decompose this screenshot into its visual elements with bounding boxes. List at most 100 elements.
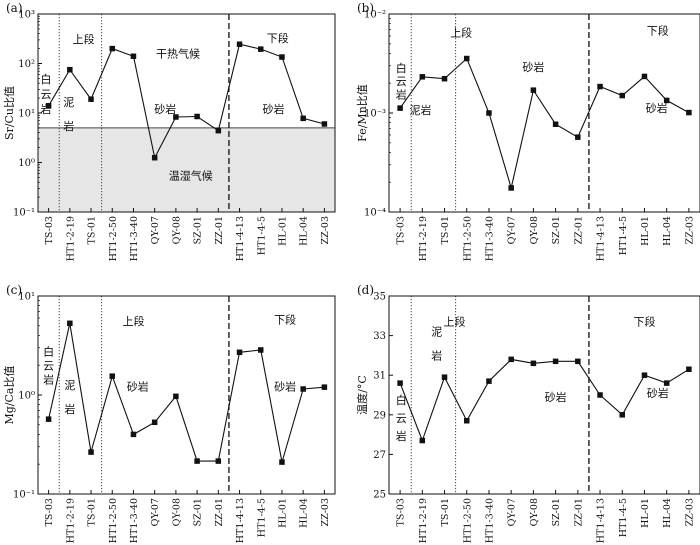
vertical-annotation: 白云岩 bbox=[396, 393, 407, 443]
x-tick-label: ZZ-01 bbox=[214, 498, 225, 527]
x-tick-label: QY-08 bbox=[529, 216, 540, 244]
annotation-label: 砂岩 bbox=[545, 390, 567, 404]
vertical-annotation: 白云岩 bbox=[41, 72, 52, 116]
annotation-label: 温湿气候 bbox=[169, 168, 213, 182]
y-axis-label: Fe/Mn比值 bbox=[356, 84, 369, 142]
x-tick-label: HT1-4-13 bbox=[235, 498, 246, 543]
x-tick-label: HT1-2-50 bbox=[108, 498, 119, 543]
x-tick-label: QY-07 bbox=[150, 216, 161, 244]
data-point bbox=[663, 97, 670, 104]
series-line bbox=[399, 358, 690, 443]
data-point bbox=[686, 366, 692, 373]
y-tick-label: 10³ bbox=[18, 10, 35, 21]
data-point bbox=[130, 53, 137, 60]
x-tick-label: HT1-4-5 bbox=[618, 498, 629, 537]
annotation-label: 砂岩 bbox=[262, 102, 284, 116]
x-tick-label: TS-03 bbox=[396, 498, 407, 527]
data-point bbox=[88, 449, 94, 455]
data-point bbox=[88, 96, 94, 102]
annotation-label: 砂岩 bbox=[522, 60, 544, 74]
chart-panel-2: 10⁻⁴ 10⁻³ 10⁻² Fe/Mn比值 (b) TS-03 HT1-2-19 TS-01… bbox=[356, 1, 700, 261]
y-tick-label: 10¹ bbox=[18, 109, 35, 120]
data-point bbox=[236, 41, 243, 47]
annotation-label: 下段 bbox=[647, 24, 669, 38]
x-tick-label: ZZ-01 bbox=[573, 498, 584, 527]
x-tick-label: TS-01 bbox=[87, 216, 98, 245]
y-tick-label: 10¹ bbox=[18, 292, 35, 303]
x-tick-label: SZ-01 bbox=[193, 498, 204, 526]
data-point bbox=[641, 372, 648, 378]
x-tick-label: SZ-01 bbox=[551, 498, 562, 526]
x-tick-label: HL-04 bbox=[662, 498, 673, 528]
y-axis-label: Sr/Cu比值 bbox=[3, 86, 16, 140]
data-point bbox=[173, 114, 179, 120]
data-point bbox=[619, 412, 625, 418]
data-point bbox=[321, 384, 328, 390]
data-point bbox=[300, 115, 306, 122]
data-point bbox=[173, 393, 179, 400]
annotation-label: 上段 bbox=[122, 314, 144, 328]
data-point bbox=[663, 380, 670, 386]
data-point bbox=[552, 121, 559, 127]
x-tick-label: HT1-3-40 bbox=[484, 216, 495, 261]
x-tick-label: TS-03 bbox=[44, 216, 55, 245]
x-tick-label: SZ-01 bbox=[193, 216, 204, 244]
data-point bbox=[530, 87, 537, 93]
data-point bbox=[258, 46, 264, 52]
data-point bbox=[300, 386, 306, 392]
x-tick-label: HL-01 bbox=[277, 498, 288, 528]
data-point bbox=[321, 121, 328, 127]
annotation-label: 干热气候 bbox=[156, 46, 200, 60]
vertical-annotation: 泥岩 bbox=[431, 326, 442, 363]
data-point bbox=[419, 74, 426, 80]
y-tick-label: 10⁰ bbox=[18, 391, 35, 402]
x-tick-label: ZZ-03 bbox=[320, 216, 331, 245]
x-tick-label: TS-01 bbox=[87, 498, 98, 527]
panel-label: (b) bbox=[357, 1, 374, 15]
x-tick-label: QY-08 bbox=[529, 498, 540, 526]
series-line bbox=[48, 43, 325, 160]
y-tick-label: 27 bbox=[373, 450, 386, 461]
x-tick-label: QY-07 bbox=[150, 498, 161, 526]
x-tick-label: TS-03 bbox=[44, 498, 55, 527]
chart-panel-4: 25 27 29 31 33 35 温度/°C (d) TS-03 HT1-2-19 TS-01 HT… bbox=[355, 283, 700, 543]
x-tick-label: TS-01 bbox=[440, 498, 451, 527]
data-point bbox=[552, 358, 559, 365]
data-point bbox=[641, 73, 648, 80]
x-tick-label: HT1-2-50 bbox=[462, 498, 473, 543]
x-tick-label: ZZ-03 bbox=[684, 216, 695, 245]
data-point bbox=[109, 373, 115, 379]
data-point bbox=[464, 55, 470, 62]
data-point bbox=[45, 416, 52, 422]
data-point bbox=[486, 378, 492, 384]
y-tick-label: 10⁰ bbox=[18, 158, 35, 169]
x-tick-label: ZZ-03 bbox=[320, 498, 331, 527]
x-tick-label: HT1-3-40 bbox=[129, 498, 140, 543]
data-point bbox=[397, 380, 403, 386]
y-axis-label: Mg/Ca比值 bbox=[3, 366, 16, 425]
y-tick-label: 10² bbox=[18, 59, 35, 70]
data-point bbox=[419, 437, 426, 444]
x-tick-label: HT1-4-13 bbox=[596, 216, 607, 261]
chart-panel-3: 10⁻¹ 10⁰ 10¹ Mg/Ca比值 (c) TS-03 HT1-2-19 TS-01 HT… bbox=[3, 283, 336, 543]
x-tick-label: HT1-2-19 bbox=[65, 216, 76, 261]
annotation-label: 下段 bbox=[267, 31, 289, 45]
y-tick-label: 31 bbox=[373, 371, 386, 382]
y-tick-label: 10⁻¹ bbox=[13, 490, 35, 501]
data-point bbox=[397, 105, 403, 111]
x-tick-label: HL-01 bbox=[640, 498, 651, 528]
annotation-label: 砂岩 bbox=[154, 102, 176, 116]
x-tick-label: QY-08 bbox=[171, 498, 182, 526]
annotation-label: 下段 bbox=[633, 315, 655, 329]
annotation-label: 砂岩 bbox=[127, 379, 149, 393]
data-point bbox=[194, 113, 200, 120]
annotation-label: 砂岩 bbox=[274, 379, 296, 393]
data-point bbox=[67, 66, 73, 73]
x-tick-label: SZ-01 bbox=[551, 216, 562, 244]
x-tick-label: ZZ-03 bbox=[684, 498, 695, 527]
y-tick-label: 35 bbox=[373, 292, 386, 303]
panel-label: (c) bbox=[6, 283, 22, 297]
data-point bbox=[109, 45, 115, 52]
y-tick-label: 29 bbox=[373, 410, 386, 421]
